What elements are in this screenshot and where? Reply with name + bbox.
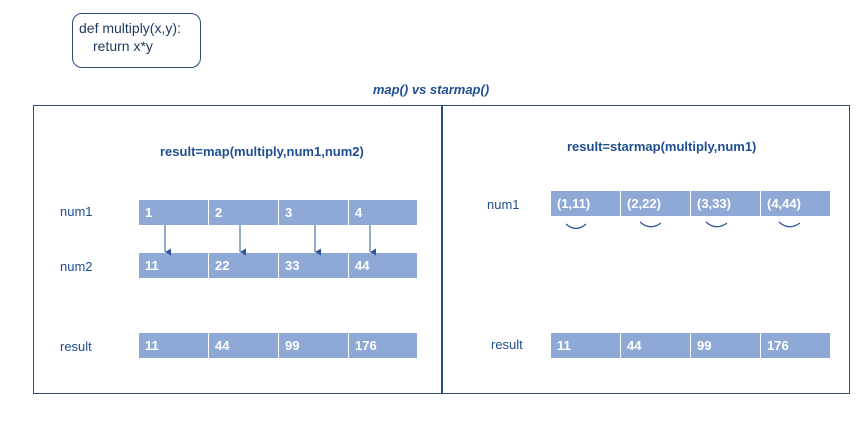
left-num1-cell: 2 xyxy=(209,200,279,225)
right-num1-cell: (4,44) xyxy=(761,191,830,216)
left-num2-cell: 22 xyxy=(209,253,279,278)
left-result-cell: 99 xyxy=(279,333,349,358)
right-result-cell: 99 xyxy=(691,333,761,358)
code-line-def: def multiply(x,y): xyxy=(79,20,181,36)
diagram-title: map() vs starmap() xyxy=(372,82,490,97)
tuple-underline-mark xyxy=(639,221,662,228)
left-num1-label: num1 xyxy=(60,204,93,219)
right-num1-cell: (1,11) xyxy=(551,191,621,216)
left-num2-cell: 44 xyxy=(349,253,417,278)
starmap-formula: result=starmap(multiply,num1) xyxy=(567,139,757,154)
code-snippet-box: def multiply(x,y): return x*y xyxy=(72,13,201,68)
left-num1-cell: 3 xyxy=(279,200,349,225)
tuple-underline-mark xyxy=(778,221,801,228)
left-num1-cell: 1 xyxy=(139,200,209,225)
panel-divider xyxy=(441,105,443,394)
left-result-cell: 176 xyxy=(349,333,417,358)
left-num2-cell: 33 xyxy=(279,253,349,278)
left-num1-cell: 4 xyxy=(349,200,417,225)
map-formula: result=map(multiply,num1,num2) xyxy=(160,144,364,159)
right-result-cell: 176 xyxy=(761,333,830,358)
left-result-cell: 44 xyxy=(209,333,279,358)
left-num2-cell: 11 xyxy=(139,253,209,278)
tuple-underline-mark xyxy=(565,223,587,230)
right-num1-cell: (3,33) xyxy=(691,191,761,216)
right-num1-label: num1 xyxy=(487,197,520,212)
left-num2-row: 11 22 33 44 xyxy=(139,253,417,278)
tuple-underline-mark xyxy=(705,221,728,228)
right-result-cell: 11 xyxy=(551,333,621,358)
right-result-cell: 44 xyxy=(621,333,691,358)
right-result-label: result xyxy=(491,337,523,352)
left-num1-row: 1 2 3 4 xyxy=(139,200,417,225)
left-result-label: result xyxy=(60,339,92,354)
right-result-row: 11 44 99 176 xyxy=(551,333,830,358)
right-num1-row: (1,11) (2,22) (3,33) (4,44) xyxy=(551,191,830,216)
left-result-row: 11 44 99 176 xyxy=(139,333,417,358)
left-result-cell: 11 xyxy=(139,333,209,358)
code-line-return: return x*y xyxy=(93,38,153,54)
left-num2-label: num2 xyxy=(60,259,93,274)
right-num1-cell: (2,22) xyxy=(621,191,691,216)
